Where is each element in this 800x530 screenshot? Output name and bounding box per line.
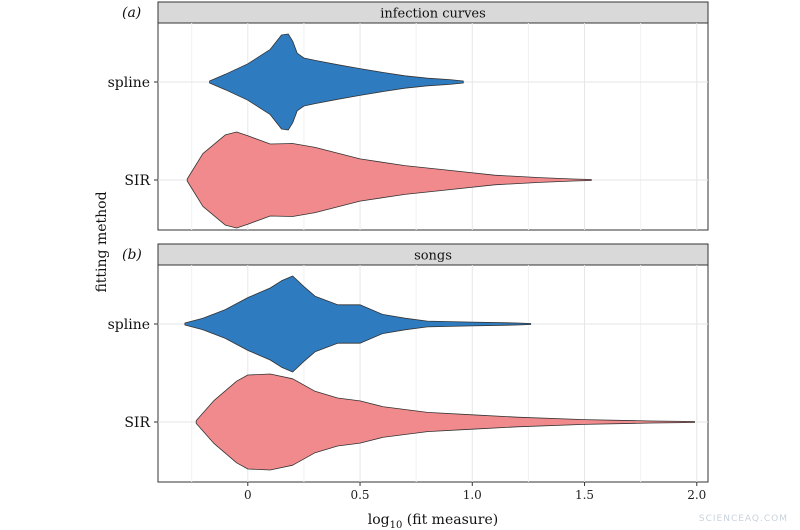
x-tick-label: 1.5: [575, 488, 594, 502]
x-tick-label: 1.0: [463, 488, 482, 502]
watermark: SCIENCEAQ.COM: [698, 514, 788, 524]
panel-label: (b): [122, 247, 142, 263]
violin-sir: [195, 373, 695, 471]
x-tick-label: 0: [244, 488, 252, 502]
x-tick-label: 2.0: [687, 488, 706, 502]
category-label-spline: spline: [108, 317, 150, 333]
violin-spline: [184, 275, 532, 373]
category-label-spline: spline: [108, 75, 150, 91]
violin-sir: [186, 131, 592, 229]
y-axis-title: fitting method: [94, 191, 110, 292]
panel-label: (a): [122, 5, 141, 21]
panel-title: infection curves: [380, 7, 486, 22]
category-label-sir: SIR: [124, 173, 150, 189]
x-axis-title: log10 (fit measure): [368, 512, 498, 530]
panel-title: songs: [414, 249, 452, 264]
violin-spline: [209, 33, 464, 131]
category-label-sir: SIR: [124, 415, 150, 431]
x-tick-label: 0.5: [350, 488, 369, 502]
